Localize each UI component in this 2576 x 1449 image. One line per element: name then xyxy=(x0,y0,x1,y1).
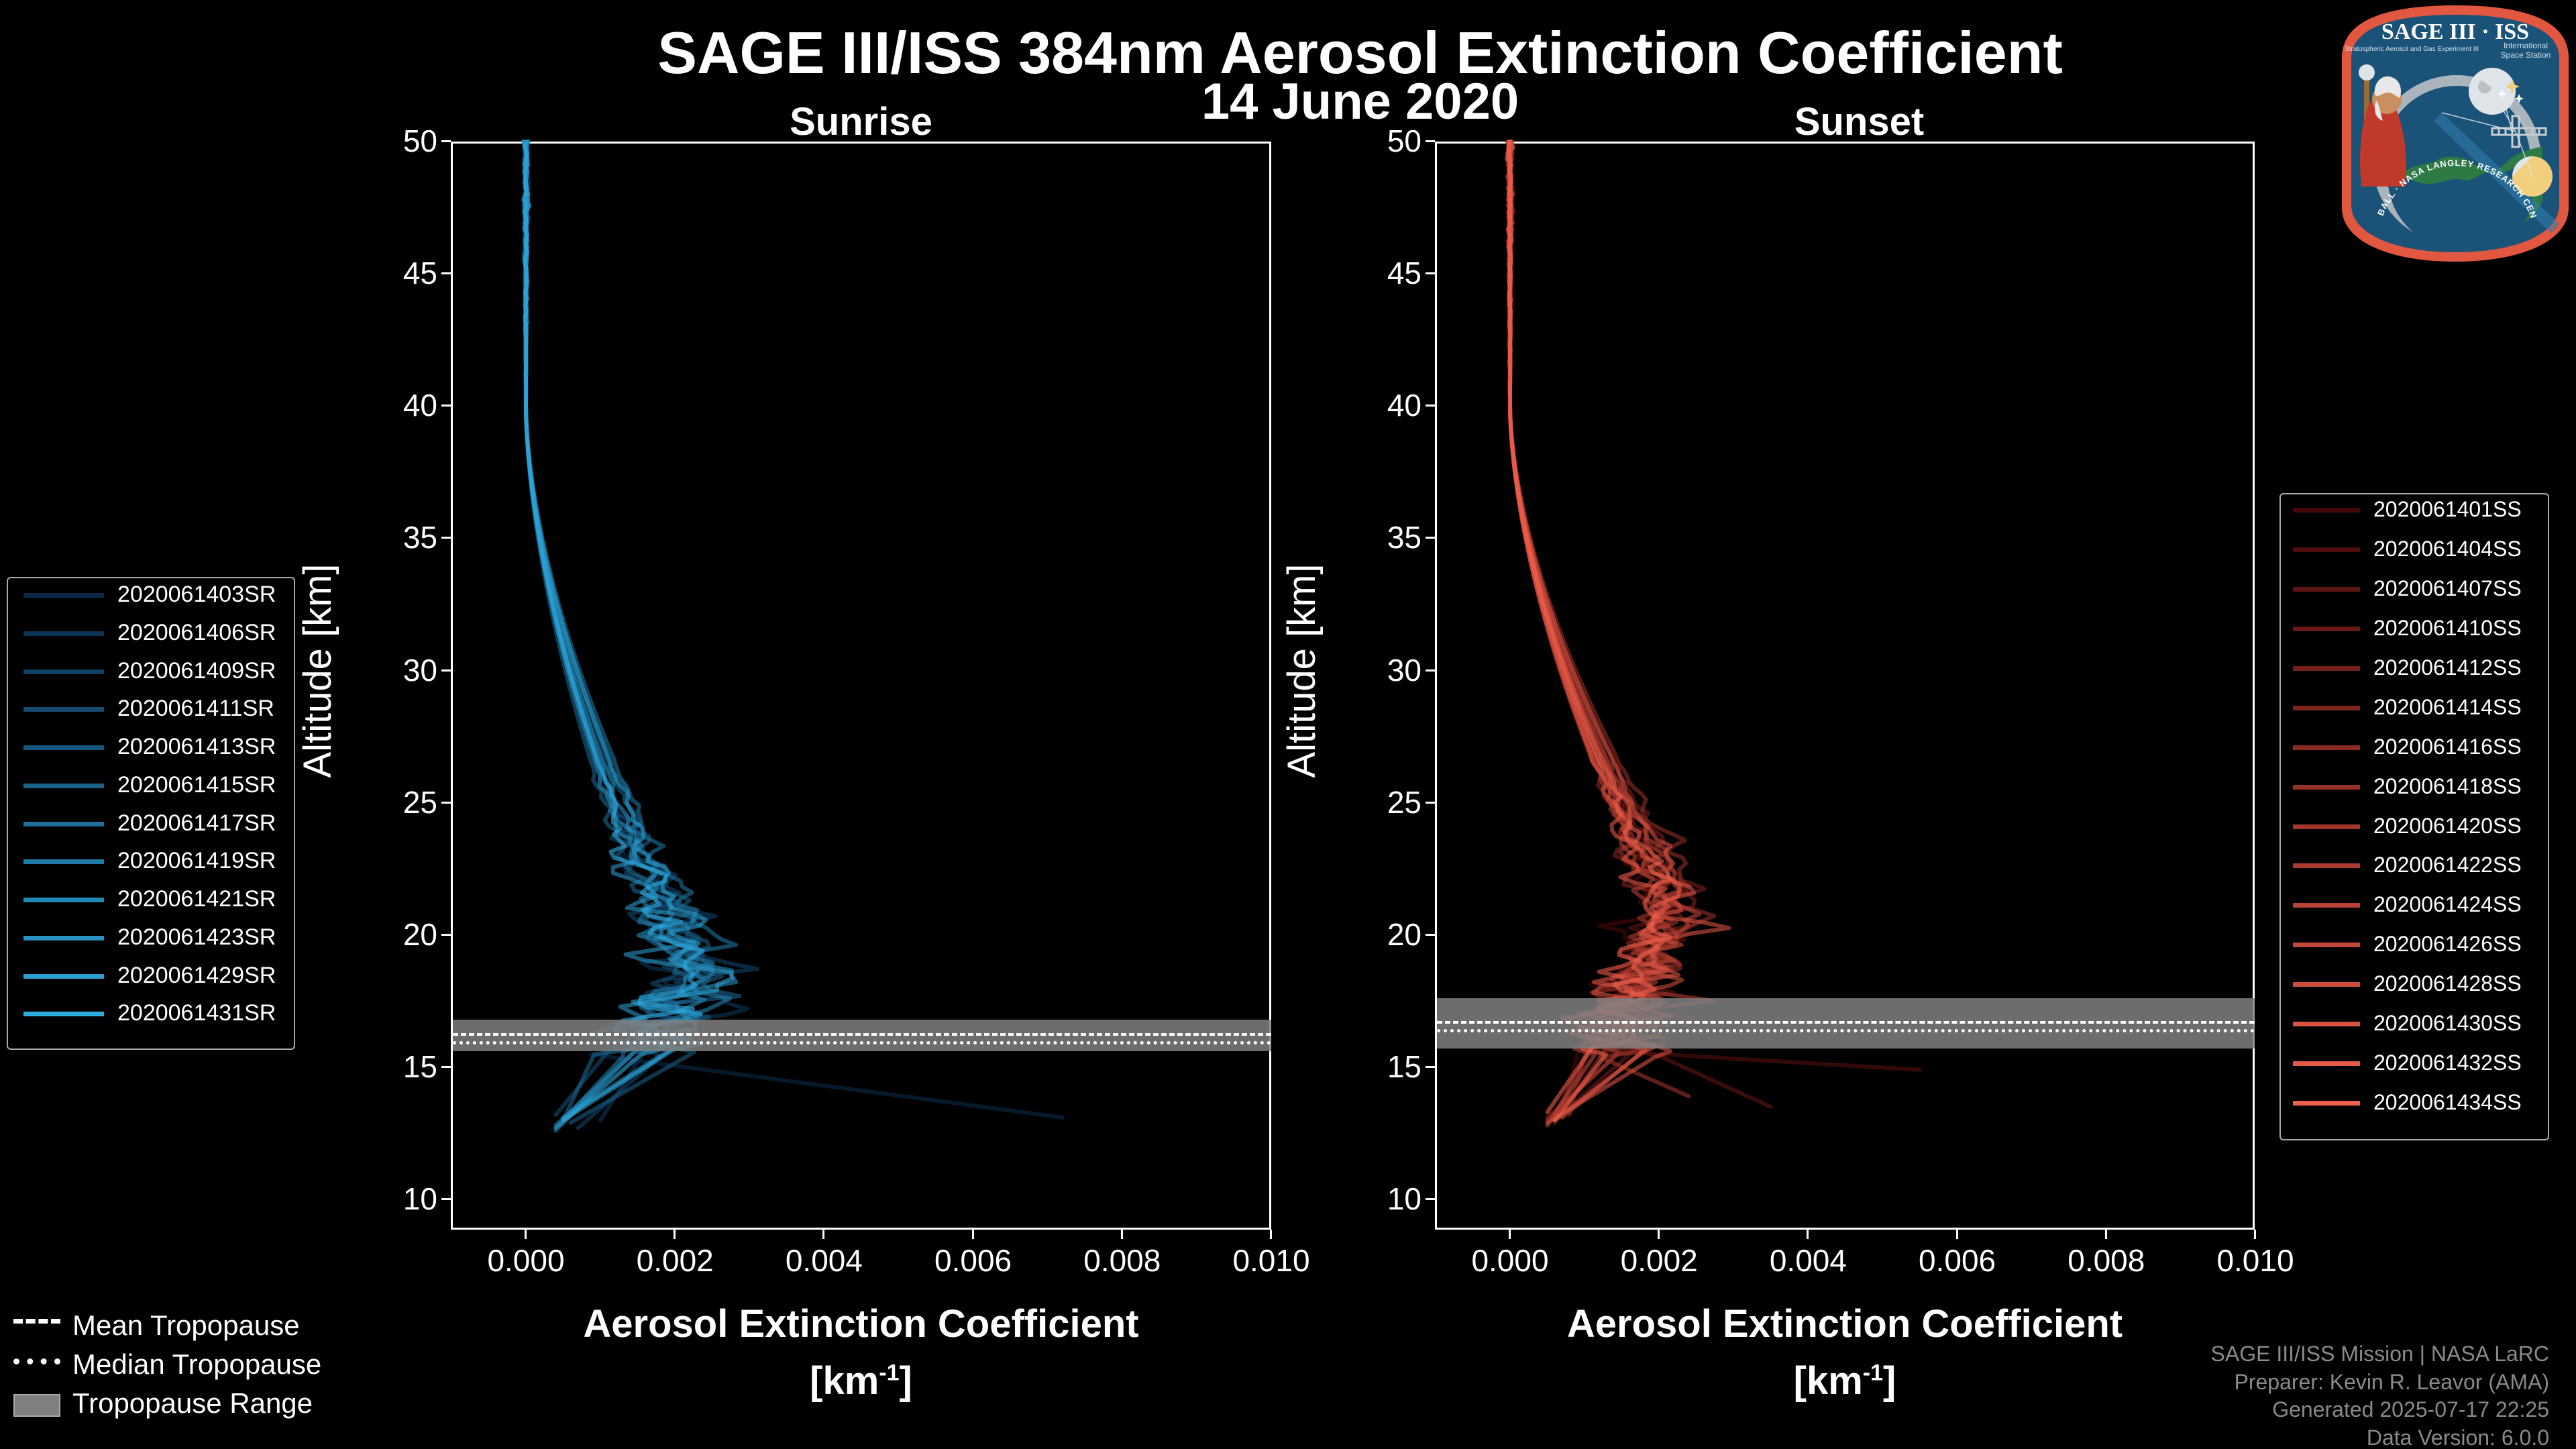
svg-text:International: International xyxy=(2504,41,2548,50)
svg-text:Space Station: Space Station xyxy=(2501,50,2551,60)
svg-text:Stratospheric Aerosol and Gas: Stratospheric Aerosol and Gas Experiment… xyxy=(2345,46,2479,53)
